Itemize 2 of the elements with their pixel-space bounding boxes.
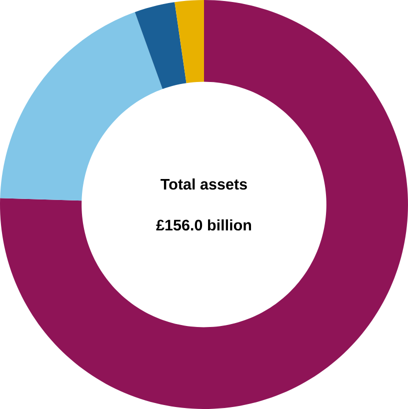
text: Total assets xyxy=(160,178,247,190)
text: £156.0 billion xyxy=(156,219,252,231)
